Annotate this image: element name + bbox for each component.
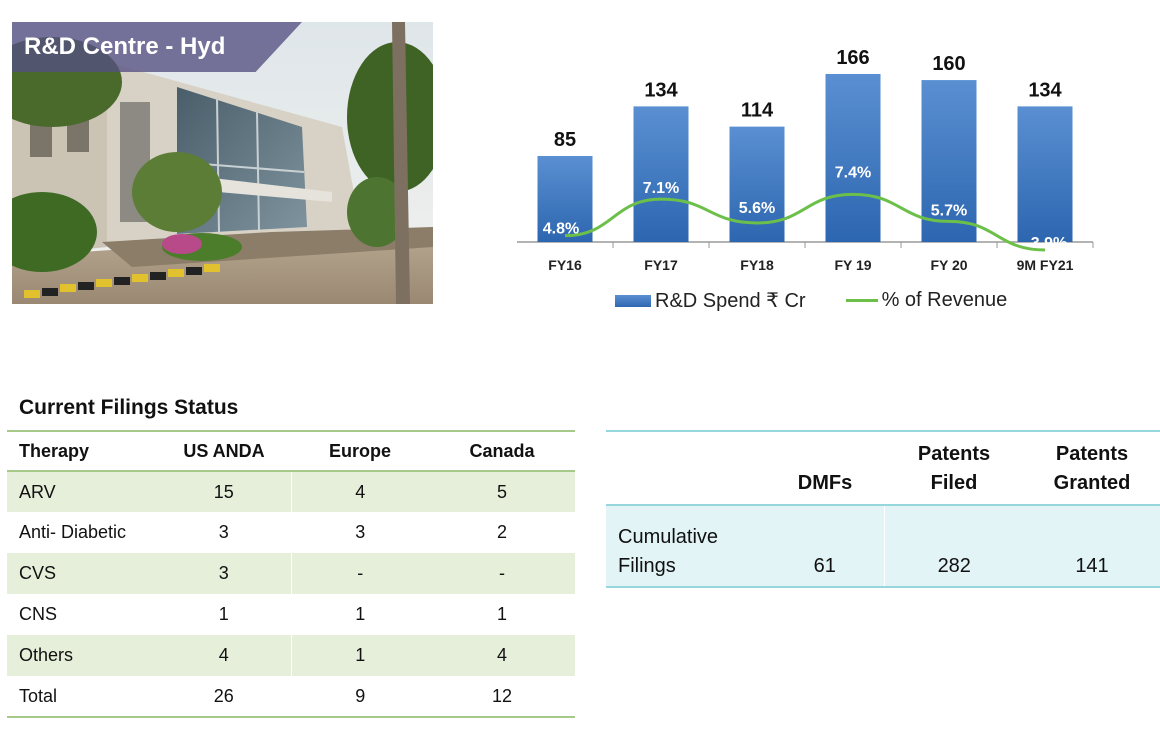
rd-spend-chart: 85 FY16 134 FY17 114 FY18 166 FY 19 160 FY 20 134 9… — [505, 30, 1105, 330]
cumulative-row: Cumulative Filings 61 282 141 — [606, 505, 1160, 588]
bar-3 — [729, 126, 785, 242]
us-anda-cell: 15 — [157, 471, 291, 512]
filings-title: Current Filings Status — [19, 396, 239, 419]
header-line: Patents — [917, 443, 991, 465]
europe-cell: 3 — [290, 512, 429, 553]
x-tick-label: FY 20 — [930, 257, 967, 273]
rd-spend-chart-svg: 85 FY16 134 FY17 114 FY18 166 FY 19 160 FY 20 134 9… — [517, 47, 1094, 273]
cumulative-header-patents-granted: Patents Granted — [1024, 430, 1160, 506]
cumulative-row-label: Cumulative Filings — [606, 505, 766, 588]
x-tick-label: FY18 — [740, 257, 774, 273]
table-row: CNS 1 1 1 — [7, 594, 575, 635]
cumulative-header-patents-filed: Patents Filed — [884, 430, 1024, 506]
europe-cell: - — [290, 553, 429, 594]
us-anda-cell: 1 — [218, 604, 229, 624]
bar-value-label: 134 — [644, 79, 678, 101]
dmfs-value: 61 — [766, 505, 884, 588]
therapy-cell: CVS — [7, 553, 157, 594]
cumulative-header-row: DMFs Patents Filed Patents Granted — [606, 430, 1160, 506]
europe-cell: 1 — [290, 594, 429, 635]
rd-centre-photo: R&D Centre - Hyd — [12, 22, 433, 304]
filings-header-europe: Europe — [291, 430, 429, 472]
patents-granted-value: 141 — [1024, 505, 1160, 588]
therapy-cell: Total — [7, 676, 157, 718]
therapy-cell: Others — [7, 635, 157, 676]
us-anda-cell: 3 — [157, 553, 291, 594]
chart-legend: R&D Spend ₹ Cr % of Revenue — [615, 288, 1007, 313]
filings-header-therapy: Therapy — [7, 430, 157, 472]
cumulative-header-blank — [606, 430, 766, 506]
line-value-label: 5.7% — [931, 202, 967, 219]
photo-caption: R&D Centre - Hyd — [12, 22, 302, 72]
line-value-label: 7.1% — [643, 180, 679, 197]
header-line: Filed — [930, 472, 978, 494]
patents-filed-value: 282 — [883, 505, 1024, 588]
legend-bar-swatch — [615, 294, 651, 307]
line-value-label: 5.6% — [739, 200, 775, 217]
x-tick-label: FY 19 — [834, 257, 871, 273]
line-value-label: 3.9% — [1031, 235, 1067, 252]
line-value-label: 4.8% — [543, 221, 579, 238]
bar-6 — [1017, 106, 1073, 242]
canada-cell: 4 — [429, 635, 575, 676]
legend-line-swatch — [845, 299, 878, 302]
bar-5 — [921, 80, 977, 242]
bar-4 — [825, 74, 881, 242]
row-label-line: Filings — [618, 555, 676, 577]
table-row: Others 4 1 4 — [7, 635, 575, 676]
bar-2 — [633, 106, 689, 242]
header-line: Patents — [1055, 443, 1129, 465]
us-anda-cell: 26 — [157, 676, 291, 718]
revenue-pct-line — [564, 192, 1046, 252]
filings-header-us-anda: US ANDA — [157, 430, 291, 472]
header-line: Granted — [1053, 472, 1131, 494]
europe-cell: 9 — [290, 676, 429, 718]
header-line: DMFs — [797, 472, 853, 494]
filings-header-row: Therapy US ANDA Europe Canada — [7, 430, 575, 472]
filings-header-canada: Canada — [429, 430, 575, 472]
us-anda-cell: 3 — [218, 522, 229, 542]
bar-value-label: 114 — [741, 100, 774, 122]
line-value-label: 7.4% — [835, 164, 871, 181]
bar-value-label: 85 — [554, 129, 576, 151]
x-tick-label: FY16 — [548, 257, 582, 273]
canada-cell: - — [429, 553, 575, 594]
europe-cell: 1 — [290, 635, 429, 676]
bar-value-label: 160 — [932, 53, 965, 75]
legend-line-label: % of Revenue — [881, 289, 1008, 311]
table-row: ARV 15 4 5 — [7, 471, 575, 512]
legend-bar-label: R&D Spend ₹ Cr — [655, 290, 806, 312]
table-row: Anti- Diabetic 3 3 2 — [7, 512, 575, 553]
canada-cell: 2 — [496, 522, 507, 542]
x-tick-label: FY17 — [644, 257, 678, 273]
canada-cell: 12 — [429, 676, 575, 718]
us-anda-cell: 4 — [157, 635, 291, 676]
canada-cell: 5 — [429, 471, 575, 512]
bar-value-label: 166 — [836, 47, 869, 69]
row-label-line: Cumulative — [618, 526, 719, 548]
therapy-cell: ARV — [7, 471, 157, 512]
canada-cell: 1 — [496, 604, 507, 624]
cumulative-filings-table: DMFs Patents Filed Patents Granted Cumulat… — [606, 430, 1160, 588]
therapy-cell: Anti- Diabetic — [19, 522, 127, 542]
x-tick-label: 9M FY21 — [1017, 257, 1074, 273]
table-row: CVS 3 - - — [7, 553, 575, 594]
bar-1 — [537, 155, 593, 242]
bar-value-label: 134 — [1028, 79, 1062, 101]
europe-cell: 4 — [290, 471, 429, 512]
therapy-cell: CNS — [19, 604, 58, 624]
filings-table: Therapy US ANDA Europe Canada ARV 15 4 5… — [7, 430, 575, 718]
cumulative-header-dmfs: DMFs — [766, 430, 884, 506]
table-row-total: Total 26 9 12 — [7, 676, 575, 718]
